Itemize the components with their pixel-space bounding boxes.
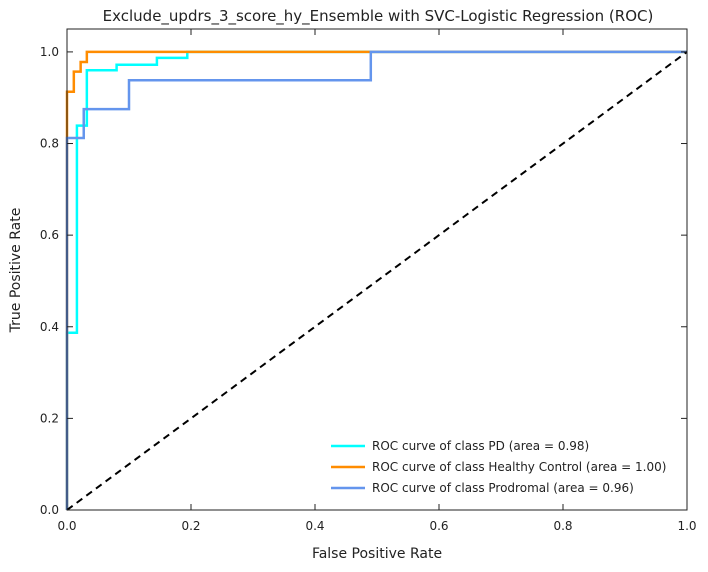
- x-tick-label: 0.6: [429, 519, 448, 533]
- chance-diagonal-line: [66, 51, 688, 511]
- plot-frame: [66, 28, 688, 511]
- legend-label-2: ROC curve of class Healthy Control (area…: [372, 460, 666, 474]
- x-tick-label: 0.8: [553, 519, 572, 533]
- legend-label-1: ROC curve of class PD (area = 0.98): [372, 439, 589, 453]
- y-tick-label: 0.0: [40, 503, 59, 517]
- x-tick-label: 1.0: [677, 519, 696, 533]
- y-tick-label: 1.0: [40, 45, 59, 59]
- y-axis-ticks: 0.0 0.2 0.4 0.6 0.8 1.0: [40, 45, 687, 517]
- x-tick-label: 0.4: [305, 519, 324, 533]
- y-tick-label: 0.6: [40, 228, 59, 242]
- legend-label-3: ROC curve of class Prodromal (area = 0.9…: [372, 481, 634, 495]
- x-tick-label: 0.2: [181, 519, 200, 533]
- series-line-1: [65, 50, 687, 510]
- x-axis-ticks: 0.0 0.2 0.4 0.6 0.8 1.0: [57, 29, 697, 533]
- y-tick-label: 0.8: [40, 137, 59, 151]
- y-tick-label: 0.2: [40, 411, 59, 425]
- y-axis-label: True Positive Rate: [8, 208, 24, 334]
- chart-title: Exclude_updrs_3_score_hy_Ensemble with S…: [103, 7, 654, 26]
- y-tick-label: 0.4: [40, 320, 59, 334]
- legend: ROC curve of class PD (area = 0.98) ROC c…: [331, 439, 666, 495]
- x-tick-label: 0.0: [57, 519, 76, 533]
- x-axis-label: False Positive Rate: [312, 546, 442, 562]
